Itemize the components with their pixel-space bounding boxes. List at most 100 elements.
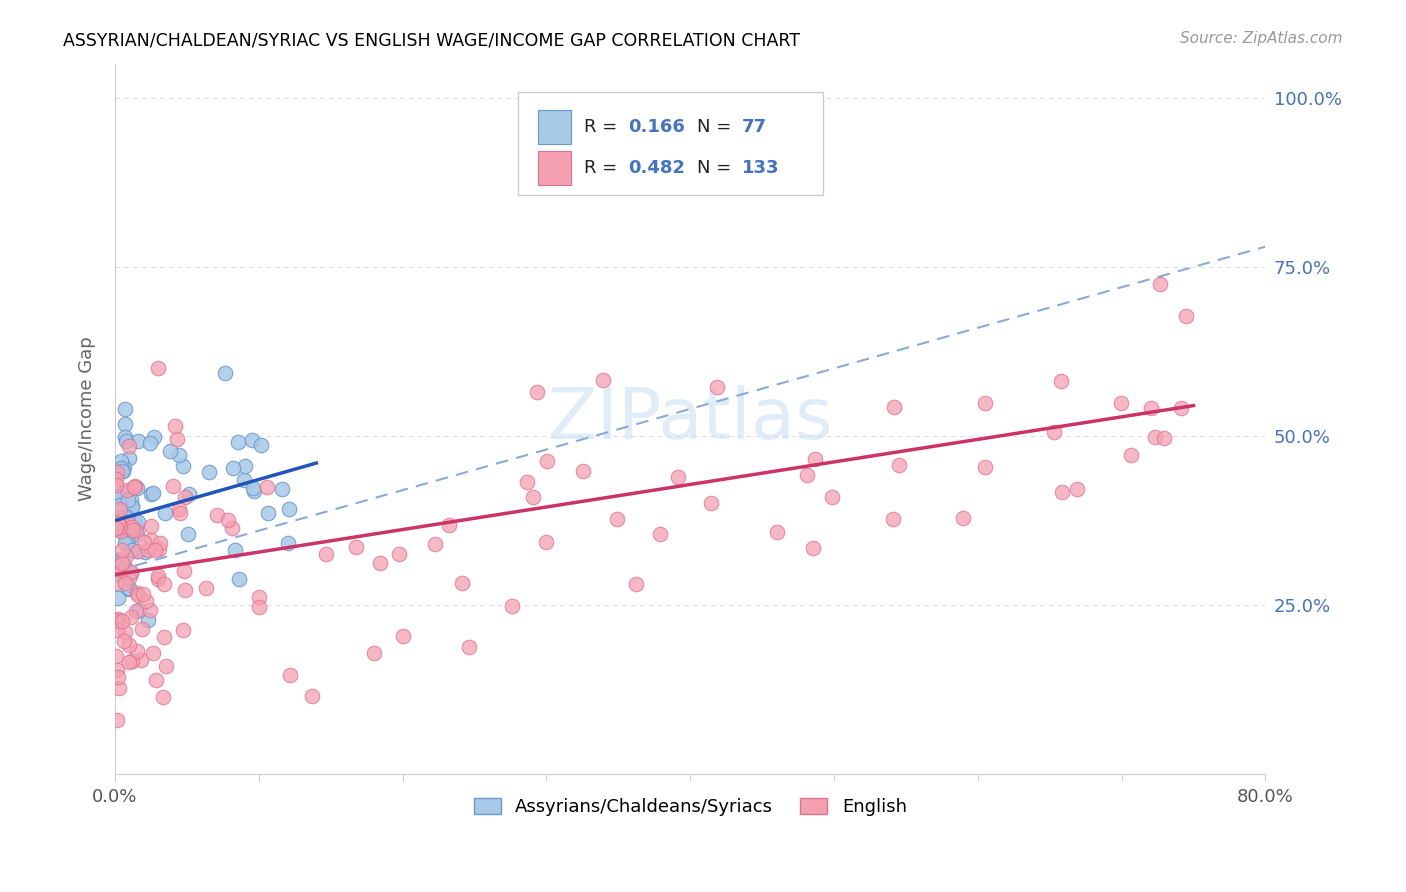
Point (1043, 425, 1066, 439)
Point (423, 536, 446, 550)
Point (105, 713, 128, 727)
Point (107, 555, 129, 569)
Point (105, 575, 128, 590)
Point (277, 536, 299, 550)
Point (105, 521, 128, 535)
Point (124, 519, 146, 533)
Point (111, 543, 134, 558)
Point (172, 623, 194, 637)
Point (108, 681, 131, 696)
Point (177, 527, 200, 541)
Point (127, 588, 149, 602)
Point (111, 556, 134, 570)
Point (107, 591, 129, 606)
Point (153, 576, 176, 591)
Point (650, 527, 672, 541)
Point (765, 524, 787, 539)
FancyBboxPatch shape (538, 151, 571, 185)
Point (146, 569, 169, 583)
Text: ZIPatlas: ZIPatlas (547, 384, 832, 454)
Point (112, 459, 135, 474)
Point (111, 557, 134, 571)
Text: 0.166: 0.166 (628, 118, 685, 136)
Point (166, 432, 188, 446)
Point (194, 581, 217, 595)
Point (155, 658, 177, 673)
Point (139, 519, 162, 533)
Text: N =: N = (697, 159, 737, 177)
Point (132, 534, 155, 549)
Point (107, 516, 129, 531)
Point (1139, 401, 1161, 416)
Point (153, 506, 176, 520)
Point (439, 517, 461, 532)
Point (221, 521, 243, 535)
Point (117, 516, 139, 530)
Point (136, 613, 159, 627)
Point (706, 380, 728, 394)
Point (105, 614, 128, 628)
Point (522, 490, 544, 504)
Point (700, 496, 723, 510)
Point (148, 541, 170, 556)
Point (250, 438, 273, 452)
Point (105, 472, 128, 486)
Point (120, 566, 142, 580)
Text: N =: N = (697, 118, 737, 136)
Point (278, 502, 301, 516)
Point (114, 549, 136, 563)
Point (526, 385, 548, 400)
Point (107, 624, 129, 638)
Point (127, 544, 149, 558)
Point (301, 689, 323, 703)
Point (974, 396, 997, 410)
Text: 0.482: 0.482 (628, 159, 685, 177)
Text: R =: R = (585, 159, 623, 177)
Point (278, 668, 301, 682)
Point (536, 453, 558, 467)
Point (124, 517, 146, 532)
Point (127, 644, 149, 658)
Point (205, 508, 228, 523)
Point (801, 541, 824, 555)
Point (197, 466, 219, 480)
Point (139, 603, 162, 617)
Point (117, 483, 139, 498)
Point (1144, 430, 1167, 444)
Point (105, 478, 128, 492)
Point (127, 586, 149, 600)
Point (108, 498, 131, 512)
Point (107, 670, 129, 684)
Point (121, 500, 143, 514)
Point (112, 634, 135, 648)
Point (125, 481, 148, 495)
Text: Source: ZipAtlas.com: Source: ZipAtlas.com (1180, 31, 1343, 46)
Point (167, 448, 190, 462)
Point (149, 536, 172, 550)
Point (117, 582, 139, 596)
Text: ASSYRIAN/CHALDEAN/SYRIAC VS ENGLISH WAGE/INCOME GAP CORRELATION CHART: ASSYRIAN/CHALDEAN/SYRIAC VS ENGLISH WAGE… (63, 31, 800, 49)
Point (271, 482, 294, 496)
Point (139, 487, 162, 501)
Point (363, 646, 385, 660)
Point (142, 646, 165, 660)
Text: 133: 133 (742, 159, 779, 177)
Point (127, 544, 149, 558)
Point (450, 576, 472, 591)
Point (122, 524, 145, 538)
Point (247, 591, 270, 605)
Point (105, 614, 128, 628)
Point (132, 587, 155, 601)
Point (118, 571, 141, 585)
Point (315, 547, 337, 561)
Point (118, 638, 141, 652)
Point (107, 612, 129, 626)
Point (128, 603, 150, 617)
Point (114, 401, 136, 416)
Point (572, 464, 595, 478)
Point (240, 433, 263, 447)
Point (388, 547, 411, 561)
Point (127, 434, 149, 448)
Point (112, 485, 135, 500)
Point (172, 458, 194, 473)
